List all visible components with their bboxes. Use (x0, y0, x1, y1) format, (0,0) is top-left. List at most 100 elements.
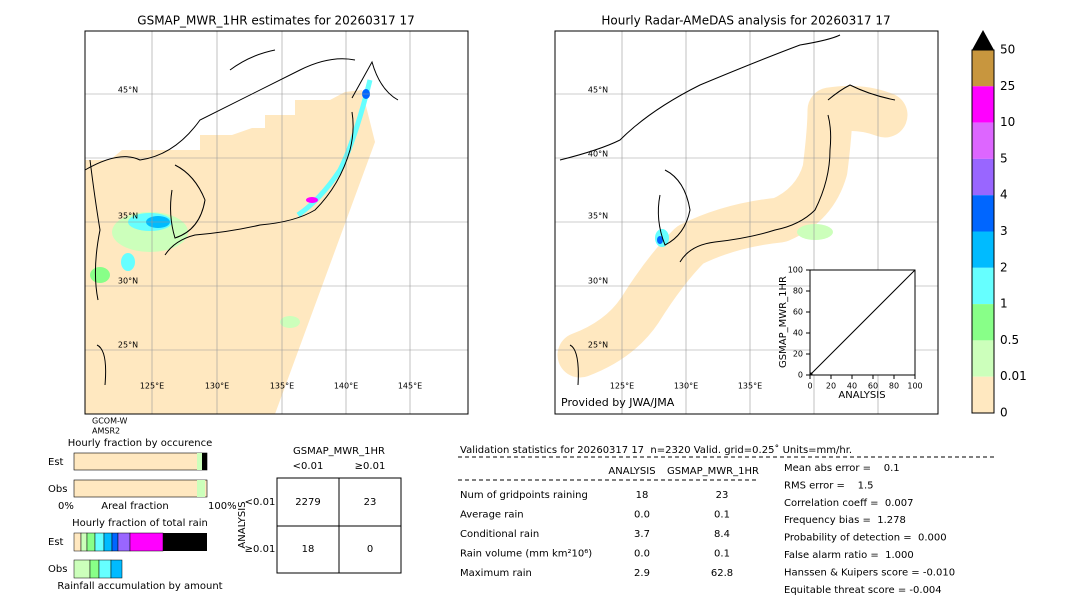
score: Hanssen & Kuipers score = -0.010 (784, 567, 955, 578)
occurrence-bars (73, 452, 208, 498)
column-header: GSMAP_MWR_1HR (667, 466, 759, 477)
total-rain-bars (73, 532, 207, 579)
bar (202, 453, 207, 470)
y-tick-label: 20 (793, 350, 803, 359)
rain-field (557, 85, 908, 378)
row-title: ANALYSIS (237, 501, 248, 548)
stat-value: 8.4 (714, 529, 730, 540)
stat-value: 18 (636, 490, 649, 501)
colorbar-segment (972, 340, 994, 377)
colorbar-label: 3 (1000, 224, 1008, 238)
stat-name: Num of gridpoints raining (460, 490, 588, 501)
bar (73, 479, 208, 498)
contingency-table (276, 477, 402, 574)
table-cell: 23 (364, 497, 377, 508)
axis-label: Areal fraction (101, 501, 168, 512)
colorbar-label: 5 (1000, 151, 1008, 165)
y-tick-label: 0 (798, 371, 803, 380)
colorbar-segment (972, 195, 994, 232)
row-label: Obs (48, 484, 67, 495)
colorbar-segment (972, 231, 994, 268)
lon-label: 135°E (738, 382, 762, 391)
colorbar-segment (972, 158, 994, 196)
lon-label: 145°E (398, 382, 422, 391)
credit: Provided by JWA/JMA (561, 396, 675, 409)
coastline (559, 34, 896, 386)
coastline (84, 49, 399, 386)
lon-label: 130°E (674, 382, 698, 391)
lon-label: 125°E (610, 382, 634, 391)
rain-field (280, 316, 300, 328)
column-header: ≥0.01 (355, 461, 386, 472)
lat-label: 35°N (118, 212, 138, 221)
lon-label: 130°E (205, 382, 229, 391)
map-frame (84, 30, 469, 415)
stat-name: Maximum rain (460, 568, 532, 579)
map-frame (554, 30, 939, 415)
colorbar-frame (971, 49, 995, 414)
lat-label: 45°N (118, 86, 138, 95)
colorbar-label: 4 (1000, 188, 1008, 202)
stat-value: 0.1 (714, 510, 730, 521)
axis-label: 100% (208, 501, 237, 512)
colorbar-label: 0.01 (1000, 369, 1027, 383)
x-tick-label: 80 (889, 382, 899, 391)
rain-field (296, 79, 373, 218)
panel-title: Hourly fraction of total rain (72, 518, 208, 529)
row-label: Est (48, 457, 64, 468)
rain-field (85, 90, 375, 414)
stats-title: Validation statistics for 20260317 17 n=… (460, 444, 852, 456)
stat-value: 0.1 (714, 549, 730, 560)
colorbar-extend (972, 30, 994, 50)
colorbar-label: 0 (1000, 406, 1008, 420)
diagonal (809, 269, 916, 376)
colorbar-label: 25 (1000, 79, 1015, 93)
stat-value: 23 (716, 490, 729, 501)
colorbar-segment (972, 86, 994, 123)
stat-value: 2.9 (634, 568, 650, 579)
y-axis-label: GSMAP_MWR_1HR (778, 276, 789, 368)
colorbar-segment (972, 50, 994, 87)
panel-title: Hourly fraction by occurence (68, 438, 212, 449)
scatter (809, 269, 916, 376)
rain-field (90, 267, 110, 283)
panel-caption: Rainfall accumulation by amount (57, 581, 222, 592)
stat-name: Rain volume (mm km²10⁶) (460, 549, 592, 560)
rain-field (797, 224, 833, 240)
axis-label: 0% (58, 501, 74, 512)
score: Mean abs error = 0.1 (784, 463, 900, 474)
stat-value: 62.8 (711, 568, 733, 579)
lat-label: 35°N (588, 212, 608, 221)
colorbar-label: 0.5 (1000, 333, 1019, 347)
left-map (84, 30, 469, 415)
lat-label: 45°N (588, 86, 608, 95)
map-title: GSMAP_MWR_1HR estimates for 20260317 17 (137, 14, 414, 28)
lat-label: 25°N (588, 341, 608, 350)
lat-label: 30°N (588, 277, 608, 286)
map-title: Hourly Radar-AMeDAS analysis for 2026031… (601, 14, 890, 28)
stat-name: Average rain (460, 510, 524, 521)
row-label: Obs (48, 564, 67, 575)
x-axis-label: ANALYSIS (838, 390, 885, 401)
y-tick-label: 40 (793, 329, 803, 338)
rain-field (306, 197, 318, 203)
y-tick-label: 60 (793, 308, 803, 317)
x-tick-label: 40 (847, 382, 857, 391)
stat-value: 3.7 (634, 529, 650, 540)
colorbar-segment (972, 304, 994, 341)
satellite: GCOM-W (92, 417, 128, 426)
lon-label: 140°E (334, 382, 358, 391)
scatter-point (809, 372, 813, 376)
column-header: ANALYSIS (608, 466, 655, 477)
colorbar-label: 1 (1000, 297, 1008, 311)
table-cell: 2279 (295, 497, 320, 508)
rain-field (657, 236, 663, 244)
lon-label: 135°E (270, 382, 294, 391)
stat-name: Conditional rain (460, 529, 539, 540)
y-tick-label: 100 (788, 266, 803, 275)
row-header: <0.01 (245, 497, 276, 508)
score: Equitable threat score = -0.004 (784, 585, 942, 596)
rain-field (121, 253, 135, 271)
colorbar-segment (972, 122, 994, 159)
colorbar-label: 50 (1000, 43, 1015, 57)
